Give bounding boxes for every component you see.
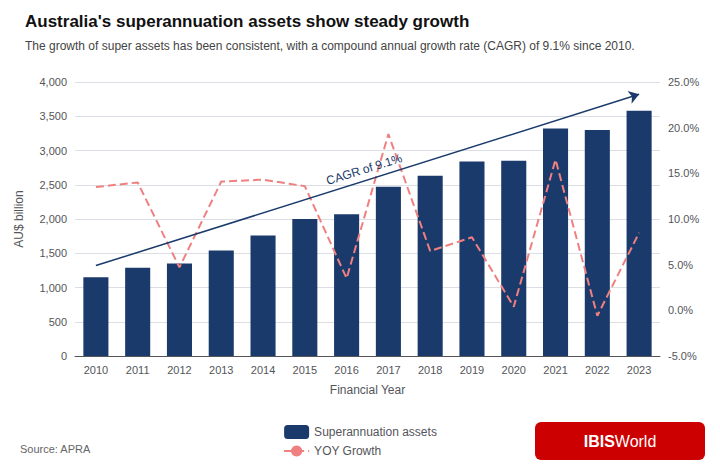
svg-text:2012: 2012 (167, 364, 191, 376)
svg-text:Source: APRA: Source: APRA (20, 443, 91, 455)
svg-text:2014: 2014 (251, 364, 275, 376)
svg-text:10.0%: 10.0% (668, 213, 699, 225)
svg-text:2018: 2018 (418, 364, 442, 376)
svg-text:3,000: 3,000 (39, 145, 67, 157)
svg-text:AU$ billion: AU$ billion (12, 190, 26, 247)
svg-text:2,000: 2,000 (39, 213, 67, 225)
svg-text:5.0%: 5.0% (668, 259, 693, 271)
svg-text:Financial Year: Financial Year (330, 383, 405, 397)
svg-text:2,500: 2,500 (39, 179, 67, 191)
svg-text:2022: 2022 (585, 364, 609, 376)
svg-text:500: 500 (49, 316, 67, 328)
svg-text:2016: 2016 (334, 364, 358, 376)
svg-text:25.0%: 25.0% (668, 76, 699, 88)
svg-text:IBIS: IBIS (584, 433, 615, 450)
svg-text:World: World (615, 433, 657, 450)
svg-text:2011: 2011 (126, 364, 150, 376)
svg-text:0: 0 (61, 350, 67, 362)
svg-text:2013: 2013 (209, 364, 233, 376)
svg-text:2021: 2021 (543, 364, 567, 376)
svg-text:2019: 2019 (460, 364, 484, 376)
svg-text:Australia's superannuation ass: Australia's superannuation assets show s… (25, 12, 469, 31)
svg-text:The growth of super assets has: The growth of super assets has been cons… (25, 39, 635, 53)
svg-text:20.0%: 20.0% (668, 122, 699, 134)
svg-text:Superannuation assets: Superannuation assets (314, 425, 437, 439)
svg-text:2010: 2010 (84, 364, 108, 376)
svg-text:0.0%: 0.0% (668, 304, 693, 316)
svg-text:2017: 2017 (376, 364, 400, 376)
svg-text:15.0%: 15.0% (668, 167, 699, 179)
svg-text:3,500: 3,500 (39, 110, 67, 122)
svg-text:1,000: 1,000 (39, 282, 67, 294)
svg-text:2020: 2020 (502, 364, 526, 376)
svg-text:4,000: 4,000 (39, 76, 67, 88)
svg-text:2015: 2015 (293, 364, 317, 376)
svg-text:2023: 2023 (627, 364, 651, 376)
svg-text:-5.0%: -5.0% (668, 350, 697, 362)
svg-text:YOY Growth: YOY Growth (314, 444, 381, 458)
svg-text:CAGR of 9.1%: CAGR of 9.1% (325, 151, 405, 188)
svg-text:1,500: 1,500 (39, 247, 67, 259)
